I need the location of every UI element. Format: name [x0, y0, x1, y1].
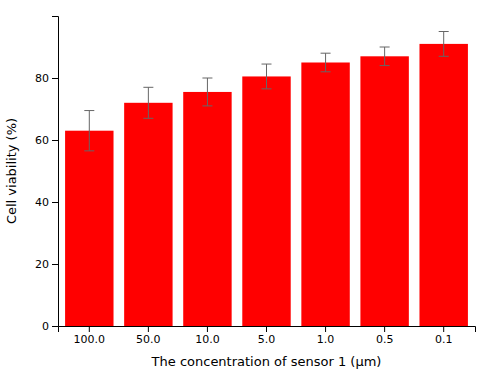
x-axis: 100.0 50.0 10.0 5.0 1.0 0.5 0.1 — [59, 326, 476, 346]
error-cap — [84, 150, 94, 151]
error-cap — [321, 71, 331, 72]
error-cap — [262, 88, 272, 89]
y-tick: 0 — [42, 320, 58, 333]
error-cap — [202, 78, 212, 79]
y-axis: 0 20 40 60 80 — [35, 17, 59, 334]
error-cap — [84, 110, 94, 111]
y-tick-label: 40 — [35, 196, 49, 209]
error-line — [325, 53, 326, 72]
y-tick-label: 20 — [35, 258, 49, 271]
error-cap — [321, 53, 331, 54]
y-tick-mark — [52, 264, 58, 265]
x-tick-mark — [207, 326, 208, 332]
y-tick: 40 — [35, 196, 58, 209]
error-cap — [202, 105, 212, 106]
x-tick-mark — [148, 326, 149, 332]
x-tick-mark — [384, 326, 385, 332]
error-cap — [380, 65, 390, 66]
error-cap — [143, 118, 153, 119]
bar — [419, 44, 467, 326]
error-bar — [262, 64, 272, 89]
error-line — [148, 87, 149, 118]
x-tick-mark — [443, 326, 444, 332]
error-bar — [380, 47, 390, 66]
y-tick: 80 — [35, 72, 58, 85]
x-tick-label: 0.1 — [435, 333, 453, 346]
y-tick-label: 0 — [42, 320, 49, 333]
x-tick-label: 100.0 — [74, 333, 106, 346]
x-tick-mark — [325, 326, 326, 332]
error-line — [384, 47, 385, 66]
y-tick-mark — [52, 326, 58, 327]
error-bar — [321, 53, 331, 72]
error-bar — [202, 78, 212, 106]
y-tick-label: 60 — [35, 134, 49, 147]
y-axis-line — [52, 17, 59, 327]
bar — [65, 131, 113, 326]
x-tick-label: 10.0 — [195, 333, 220, 346]
error-cap — [439, 56, 449, 57]
x-tick-label: 0.5 — [376, 333, 394, 346]
error-cap — [262, 64, 272, 65]
bar — [360, 56, 408, 326]
x-tick: 1.0 — [317, 326, 335, 346]
error-line — [89, 111, 90, 151]
error-bar — [143, 87, 153, 118]
error-cap — [380, 47, 390, 48]
bar — [301, 63, 349, 327]
error-bar — [84, 111, 94, 151]
plot: 0 20 40 60 80 100.0 50.0 10.0 5.0 1.0 0.5 0.1 — [35, 17, 476, 346]
bar — [124, 103, 172, 326]
x-axis-line — [59, 327, 476, 333]
error-line — [443, 32, 444, 57]
y-tick: 20 — [35, 258, 58, 271]
y-tick-mark — [52, 202, 58, 203]
y-tick-mark — [52, 140, 58, 141]
x-tick: 0.1 — [435, 326, 453, 346]
chart: 0 20 40 60 80 100.0 50.0 10.0 5.0 1.0 0.5 0.1 The co… — [0, 0, 491, 378]
bar — [183, 92, 231, 326]
x-tick-label: 5.0 — [258, 333, 276, 346]
x-axis-title: The concentration of sensor 1 (μm) — [151, 354, 382, 369]
error-line — [266, 64, 267, 89]
bar — [242, 76, 290, 326]
error-cap — [143, 87, 153, 88]
x-tick: 100.0 — [74, 326, 106, 346]
x-tick-label: 1.0 — [317, 333, 335, 346]
y-axis-title: Cell viability (%) — [4, 118, 19, 224]
x-tick-mark — [266, 326, 267, 332]
x-tick: 0.5 — [376, 326, 394, 346]
x-tick: 10.0 — [195, 326, 220, 346]
marks — [65, 32, 468, 327]
error-bar — [439, 32, 449, 57]
y-tick: 60 — [35, 134, 58, 147]
x-tick: 50.0 — [136, 326, 161, 346]
y-tick-label: 80 — [35, 72, 49, 85]
y-tick-mark — [52, 78, 58, 79]
x-tick: 5.0 — [258, 326, 276, 346]
error-line — [207, 78, 208, 106]
x-tick-label: 50.0 — [136, 333, 161, 346]
x-tick-mark — [89, 326, 90, 332]
error-cap — [439, 31, 449, 32]
